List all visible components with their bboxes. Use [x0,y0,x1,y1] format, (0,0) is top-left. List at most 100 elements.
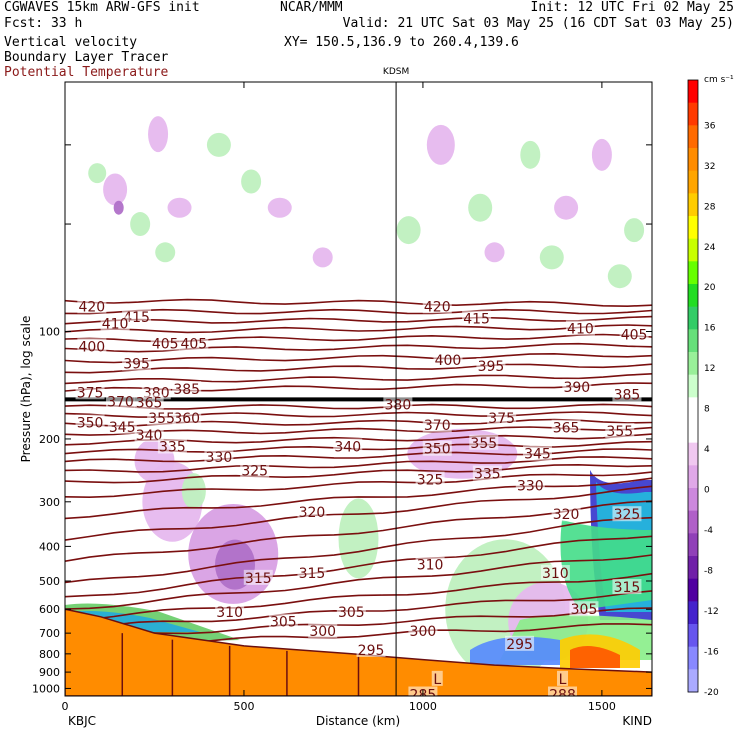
colorbar-swatch [688,624,698,648]
colorbar-unit: cm s⁻¹ [704,75,734,85]
colorbar-swatch [688,329,698,353]
kdsm-marker-label: KDSM [383,67,409,77]
theta-label: 350 [77,416,104,432]
theta-label: 375 [488,411,515,427]
theta-label: 410 [567,321,594,337]
theta-label: 315 [299,566,326,582]
colorbar-swatch [688,578,698,602]
y-tick-label: 500 [39,575,60,588]
y-tick-label: 800 [39,648,60,661]
theta-label: 325 [614,507,641,523]
theta-label-bg [134,427,164,443]
theta-label: 370 [107,394,134,410]
velocity-cell [88,163,107,184]
theta-contour [65,324,652,334]
theta-label: L [433,672,441,688]
theta-label: 305 [338,605,365,621]
theta-contour [65,535,652,598]
theta-label-bg [612,579,642,595]
theta-label: 330 [206,450,233,466]
theta-label-bg [522,445,552,461]
colorbar-swatch [688,102,698,126]
colorbar-label: -16 [704,648,719,658]
velocity-cell [338,498,379,579]
colorbar-swatch [688,374,698,398]
velocity-cell [103,173,128,206]
velocity-cell [396,216,421,245]
velocity-cell [591,138,612,171]
theta-label-bg [487,410,517,426]
model-title: CGWAVES 15km ARW-GFS init [4,0,200,15]
xy-endpoints: XY= 150.5,136.9 to 260.4,139.6 [284,35,519,50]
init-time: Init: 12 UTC Fri 02 May 25 [530,0,735,15]
velocity-cell [267,197,292,218]
theta-label: 415 [463,312,490,328]
center-label: NCAR/MMM [280,0,343,15]
velocity-cell [484,242,505,263]
theta-label: 355 [148,411,175,427]
theta-label: 350 [424,442,451,458]
theta-label-bg [551,419,581,435]
theta-label: 405 [180,336,207,352]
terrain [65,608,652,696]
theta-label: 305 [270,615,297,631]
theta-label: 410 [102,317,129,333]
field-label-potential-temperature: Potential Temperature [4,65,169,80]
valid-time: Valid: 21 UTC Sat 03 May 25 (16 CDT Sat … [342,16,734,31]
colorbar-swatch [688,646,698,670]
velocity-cell [130,212,151,237]
theta-label-bg [336,603,366,619]
theta-label-bg [422,440,452,456]
left-station-label: KBJC [68,714,96,728]
colorbar-swatch [688,465,698,489]
theta-label-bg [134,394,164,410]
colorbar-frame [687,79,699,693]
theta-contour [65,607,652,639]
theta-contour [65,448,652,463]
theta-label: 300 [309,624,336,640]
colorbar-swatch [688,352,698,376]
theta-label-bg [172,381,202,397]
theta-contour [65,373,652,385]
velocity-cell [554,195,579,220]
colorbar-swatch [688,125,698,149]
y-tick-label: 300 [39,496,60,509]
theta-label-bg [77,338,107,354]
x-axis-label: Distance (km) [316,714,400,728]
theta-label: 300 [410,624,437,640]
theta-label-bg [243,569,273,585]
theta-label-bg [472,465,502,481]
velocity-cell [520,140,541,169]
theta-label: 310 [216,605,243,621]
theta-label: 295 [506,637,533,653]
theta-contour [65,463,652,484]
y-tick-label: 900 [39,666,60,679]
colorbar-label: -12 [704,607,719,617]
colorbar: 36 32 28 24 20 16 12 8 4 0 -4 -8 -12 -16 -20 [687,79,719,698]
velocity-cell [426,124,455,165]
theta-label: 355 [470,436,497,452]
theta-label: 360 [173,411,200,427]
theta-contour [65,516,652,584]
theta-label-bg [75,384,105,400]
theta-label-bg [147,410,177,426]
theta-label-bg [422,298,452,314]
theta-label-bg [551,506,581,522]
colorbar-swatch [688,669,698,693]
theta-label: 420 [424,299,451,315]
theta-label-bg [215,603,245,619]
theta-label: 370 [424,418,451,434]
forecast-hour: Fcst: 33 h [4,16,83,31]
y-tick-label: 1000 [32,682,60,695]
theta-label-bg [107,418,137,434]
theta-label-bg [122,355,152,371]
colorbar-label: 16 [704,324,716,334]
colorbar-swatch [688,216,698,240]
velocity-cell [148,116,169,153]
y-tick-label: 100 [39,325,60,338]
theta-label: 315 [614,580,641,596]
colorbar-swatch [688,533,698,557]
theta-label-bg [569,601,599,617]
terrain-fill [65,608,652,696]
